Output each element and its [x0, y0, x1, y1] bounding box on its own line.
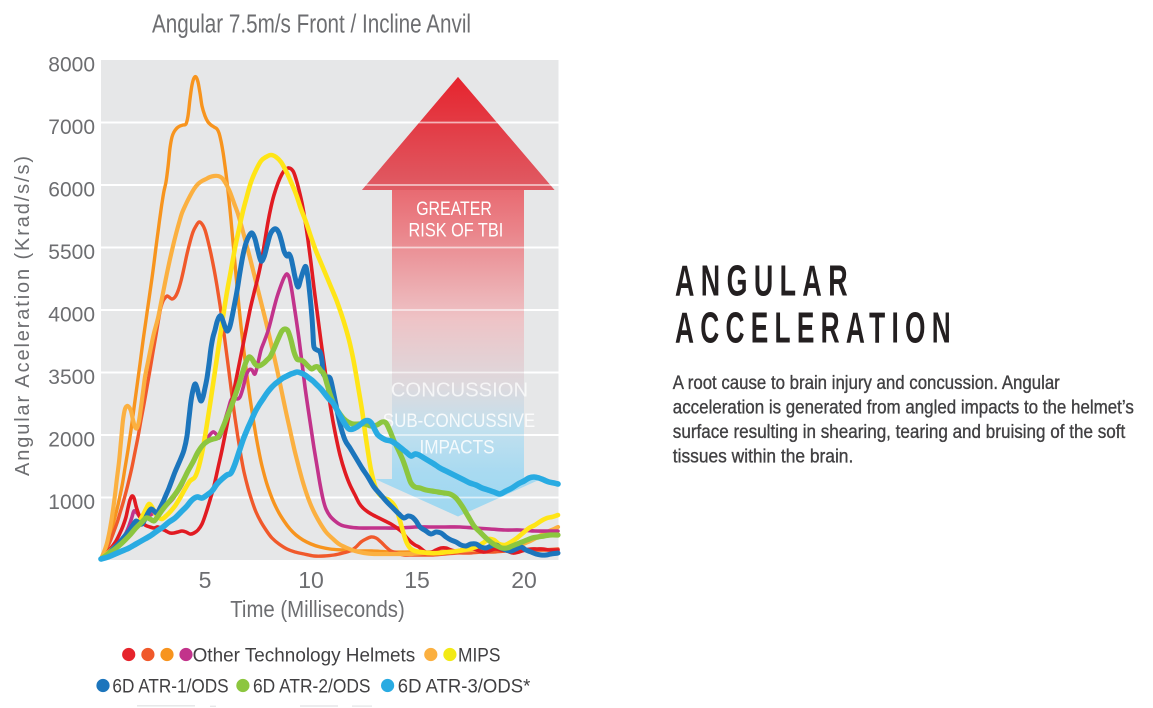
svg-text:15: 15: [404, 567, 430, 593]
svg-text:acceleration is generated from: acceleration is generated from angled im…: [673, 397, 1134, 418]
svg-text:SUB-CONCUSSIVE: SUB-CONCUSSIVE: [383, 411, 535, 432]
svg-text:tissues within the brain.: tissues within the brain.: [673, 447, 854, 468]
svg-text:10: 10: [298, 567, 324, 593]
svg-text:Time (Milliseconds): Time (Milliseconds): [230, 596, 405, 622]
svg-text:CONCUSSION: CONCUSSION: [391, 380, 528, 402]
svg-text:A root cause to brain injury a: A root cause to brain injury and concuss…: [673, 373, 1061, 394]
svg-text:3500: 3500: [48, 366, 95, 389]
svg-text:Angular Aceleration (Krad/s/s): Angular Aceleration (Krad/s/s): [12, 155, 34, 476]
svg-text:20: 20: [511, 567, 537, 593]
svg-text:ANGULAR: ANGULAR: [675, 257, 854, 306]
svg-text:7000: 7000: [48, 116, 95, 139]
svg-text:1000: 1000: [48, 491, 95, 514]
svg-text:2000: 2000: [48, 429, 95, 452]
svg-text:Other Technology Helmets: Other Technology Helmets: [193, 645, 416, 667]
svg-text:5500: 5500: [48, 241, 95, 264]
svg-text:5: 5: [199, 567, 212, 593]
svg-text:6000: 6000: [48, 179, 95, 202]
svg-text:MIPS: MIPS: [458, 645, 501, 667]
svg-text:IMPACTS: IMPACTS: [419, 438, 494, 459]
svg-text:6D ATR-2/ODS: 6D ATR-2/ODS: [253, 676, 371, 698]
svg-text:RISK OF TBI: RISK OF TBI: [409, 220, 504, 241]
svg-text:8000: 8000: [48, 54, 95, 77]
svg-text:ACCELERATION: ACCELERATION: [675, 304, 957, 353]
svg-text:6D ATR-1/ODS: 6D ATR-1/ODS: [112, 676, 228, 698]
svg-text:Angular 7.5m/s Front / Incline: Angular 7.5m/s Front / Incline Anvil: [152, 11, 471, 39]
svg-text:surface resulting in shearing,: surface resulting in shearing, tearing a…: [673, 422, 1126, 443]
svg-text:6D ATR-3/ODS*: 6D ATR-3/ODS*: [398, 676, 531, 698]
svg-text:GREATER: GREATER: [416, 199, 492, 220]
svg-text:4000: 4000: [48, 304, 95, 327]
